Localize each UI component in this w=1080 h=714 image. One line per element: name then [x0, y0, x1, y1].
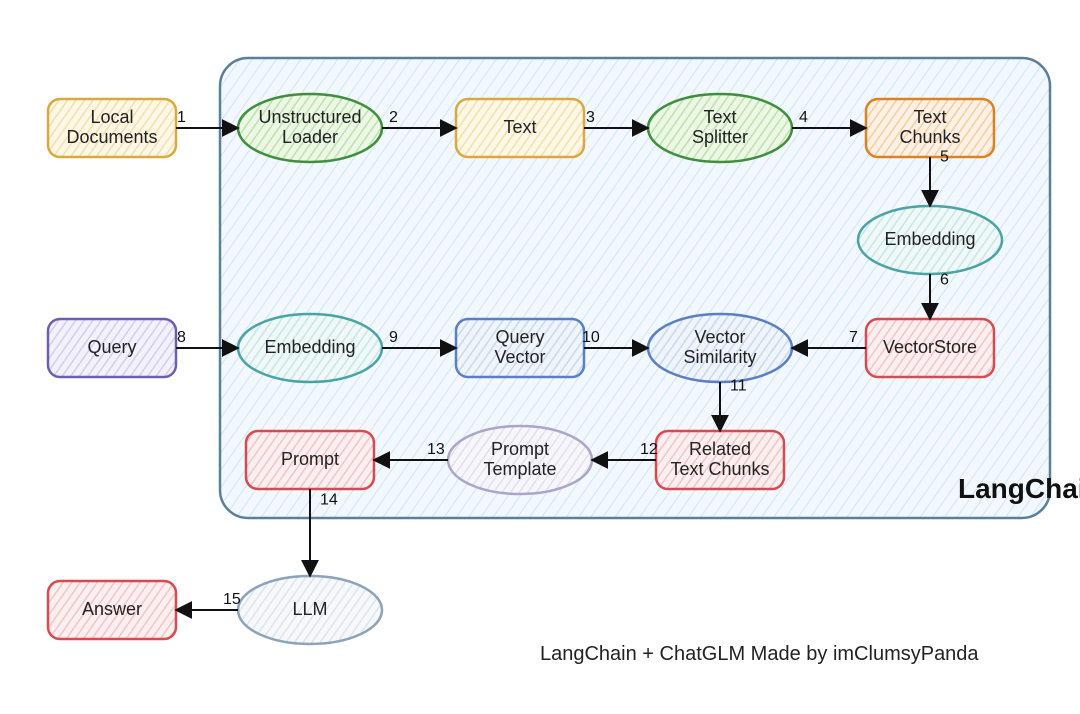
node-local_docs-label: Documents	[66, 127, 157, 147]
edge-6-label: 6	[940, 272, 949, 289]
node-related: RelatedText Chunks	[656, 431, 784, 489]
edge-14-label: 14	[320, 492, 338, 509]
edge-3-label: 3	[586, 109, 595, 126]
node-text-label: Text	[503, 117, 536, 137]
node-chunks-label: Text	[913, 107, 946, 127]
node-splitter: TextSplitter	[648, 94, 792, 162]
node-query: Query	[48, 319, 176, 377]
node-embed1-label: Embedding	[884, 229, 975, 249]
edge-13-label: 13	[427, 441, 445, 458]
node-vsim: VectorSimilarity	[648, 314, 792, 382]
node-embed2: Embedding	[238, 314, 382, 382]
node-related-label: Text Chunks	[670, 459, 769, 479]
node-qvector-label: Vector	[494, 347, 545, 367]
node-vsim-label: Similarity	[683, 347, 756, 367]
edge-9-label: 9	[389, 329, 398, 346]
node-text: Text	[456, 99, 584, 157]
node-answer-label: Answer	[82, 599, 142, 619]
edge-4-label: 4	[799, 109, 808, 126]
flowchart-canvas: LangChain LocalDocuments UnstructuredLoade…	[0, 0, 1080, 714]
edge-11-label: 11	[730, 378, 747, 395]
node-llm: LLM	[238, 576, 382, 644]
edge-2-label: 2	[389, 109, 398, 126]
container-label: LangChain	[958, 473, 1080, 504]
node-unstructured: UnstructuredLoader	[238, 94, 382, 162]
node-unstructured-label: Loader	[282, 127, 338, 147]
edge-5-label: 5	[940, 149, 949, 166]
node-local_docs-label: Local	[90, 107, 133, 127]
node-qvector-label: Query	[495, 327, 544, 347]
node-vectorstore-label: VectorStore	[883, 337, 977, 357]
edge-8-label: 8	[177, 329, 186, 346]
node-vectorstore: VectorStore	[866, 319, 994, 377]
node-vsim-label: Vector	[694, 327, 745, 347]
edge-15: 15	[176, 591, 241, 610]
node-unstructured-label: Unstructured	[258, 107, 361, 127]
node-ptemplate-label: Template	[483, 459, 556, 479]
node-splitter-label: Splitter	[692, 127, 748, 147]
node-local_docs: LocalDocuments	[48, 99, 176, 157]
node-chunks: TextChunks	[866, 99, 994, 157]
node-answer: Answer	[48, 581, 176, 639]
node-query-label: Query	[87, 337, 136, 357]
node-prompt: Prompt	[246, 431, 374, 489]
node-embed2-label: Embedding	[264, 337, 355, 357]
node-ptemplate: PromptTemplate	[448, 426, 592, 494]
node-llm-label: LLM	[292, 599, 327, 619]
node-related-label: Related	[689, 439, 751, 459]
edge-1-label: 1	[177, 109, 186, 126]
edge-12-label: 12	[640, 441, 658, 458]
edge-15-label: 15	[223, 591, 241, 608]
node-prompt-label: Prompt	[281, 449, 339, 469]
footer-credit: LangChain + ChatGLM Made by imClumsyPand…	[540, 643, 979, 665]
edge-10-label: 10	[582, 329, 600, 346]
node-ptemplate-label: Prompt	[491, 439, 549, 459]
node-qvector: QueryVector	[456, 319, 584, 377]
node-chunks-label: Chunks	[899, 127, 960, 147]
node-embed1: Embedding	[858, 206, 1002, 274]
node-splitter-label: Text	[703, 107, 736, 127]
edge-7-label: 7	[849, 329, 858, 346]
